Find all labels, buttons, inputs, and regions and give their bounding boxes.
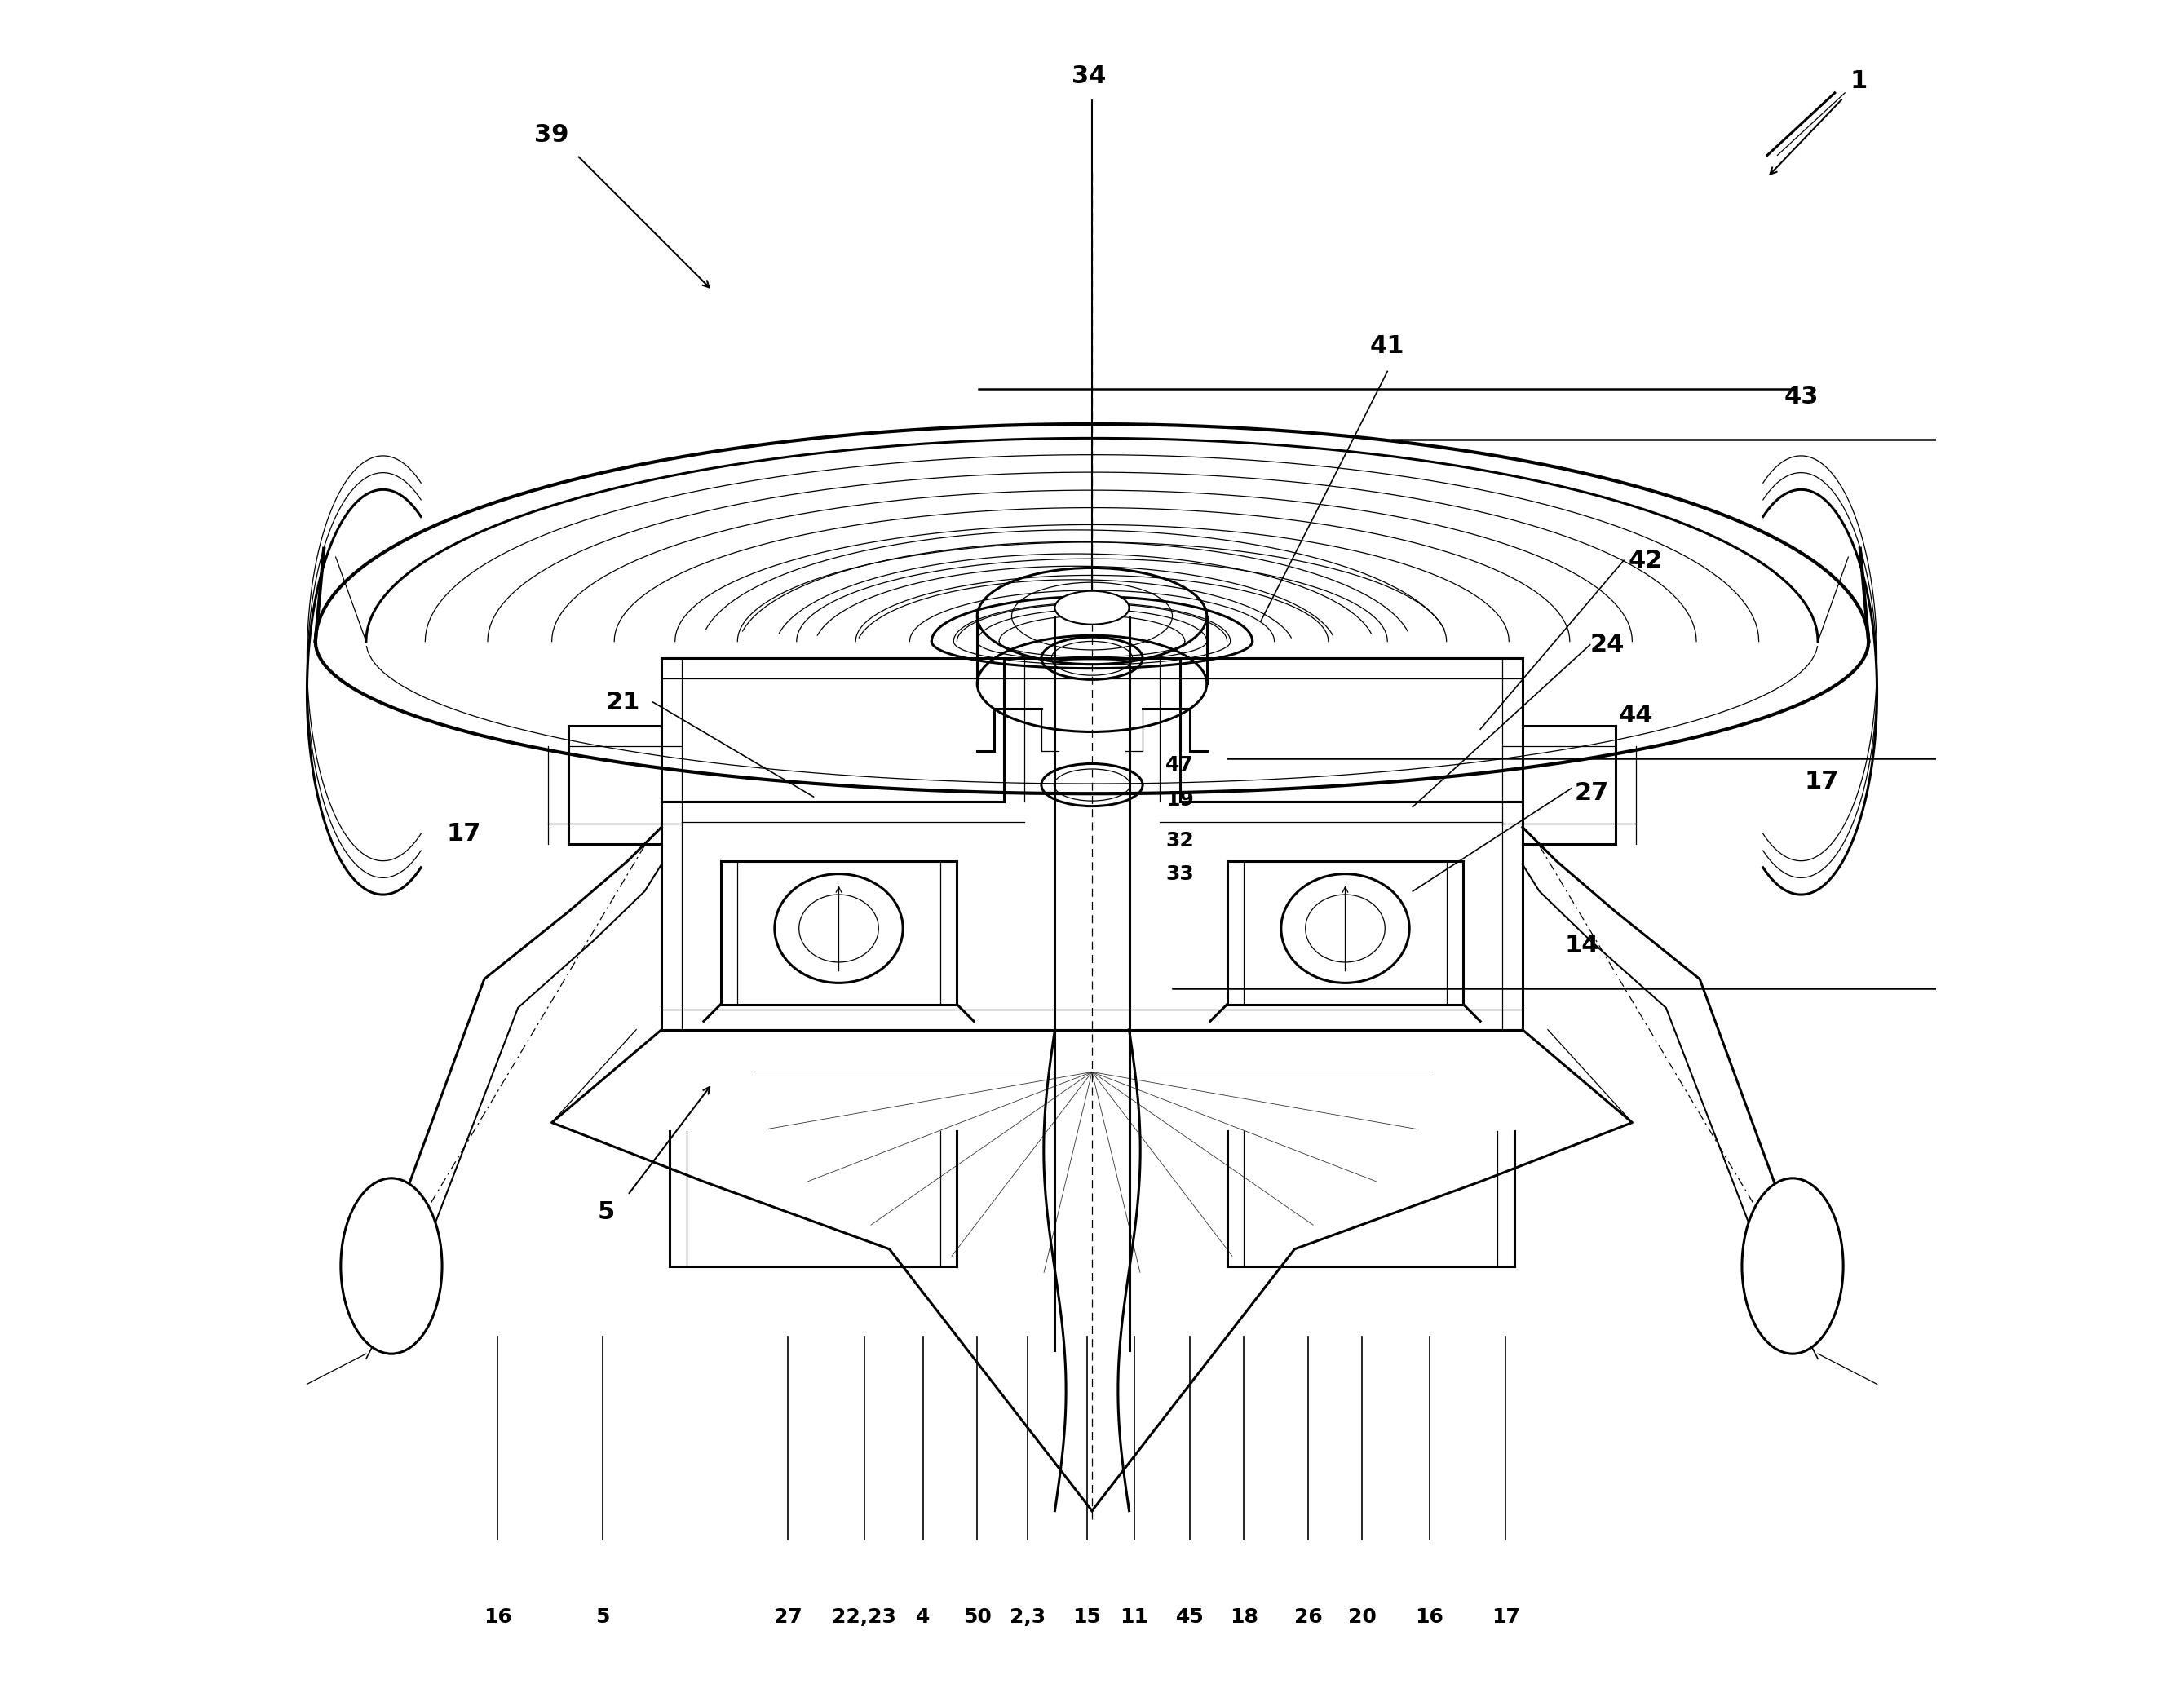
Text: 27: 27 <box>773 1607 802 1627</box>
Text: 21: 21 <box>605 690 640 714</box>
Ellipse shape <box>341 1178 441 1354</box>
Text: 14: 14 <box>1564 933 1599 957</box>
Text: 26: 26 <box>1293 1607 1321 1627</box>
Text: 44: 44 <box>1618 704 1653 728</box>
Text: 16: 16 <box>369 1207 404 1231</box>
Text: 42: 42 <box>1629 549 1662 572</box>
Text: 2,3: 2,3 <box>1009 1607 1046 1627</box>
Ellipse shape <box>1743 1178 1843 1354</box>
Text: 1: 1 <box>1850 69 1867 93</box>
Text: 4: 4 <box>915 1607 930 1627</box>
Text: 16: 16 <box>1780 1207 1815 1231</box>
Text: 17: 17 <box>448 822 480 846</box>
Text: 15: 15 <box>1072 1607 1101 1627</box>
Text: 32: 32 <box>1166 830 1195 851</box>
Text: 18: 18 <box>1230 1607 1258 1627</box>
Text: 19: 19 <box>1166 790 1195 810</box>
Text: 24: 24 <box>1590 633 1625 657</box>
Text: 45: 45 <box>1175 1607 1203 1627</box>
Text: 17: 17 <box>1492 1607 1520 1627</box>
Text: 50: 50 <box>963 1607 992 1627</box>
Text: 16: 16 <box>1415 1607 1444 1627</box>
Text: 47: 47 <box>1166 755 1195 775</box>
Text: 43: 43 <box>1784 385 1819 408</box>
Text: 22,23: 22,23 <box>832 1607 895 1627</box>
Text: 11: 11 <box>1120 1607 1149 1627</box>
Ellipse shape <box>1055 591 1129 625</box>
Text: 33: 33 <box>1166 864 1195 885</box>
Text: 17: 17 <box>1804 770 1839 793</box>
Text: 39: 39 <box>535 123 570 147</box>
Text: 34: 34 <box>1072 64 1105 88</box>
Text: 5: 5 <box>596 1607 609 1627</box>
Text: 20: 20 <box>1348 1607 1376 1627</box>
Text: 27: 27 <box>1575 782 1610 805</box>
Text: 41: 41 <box>1369 334 1404 358</box>
Text: 16: 16 <box>483 1607 511 1627</box>
Text: 5: 5 <box>596 1200 614 1224</box>
